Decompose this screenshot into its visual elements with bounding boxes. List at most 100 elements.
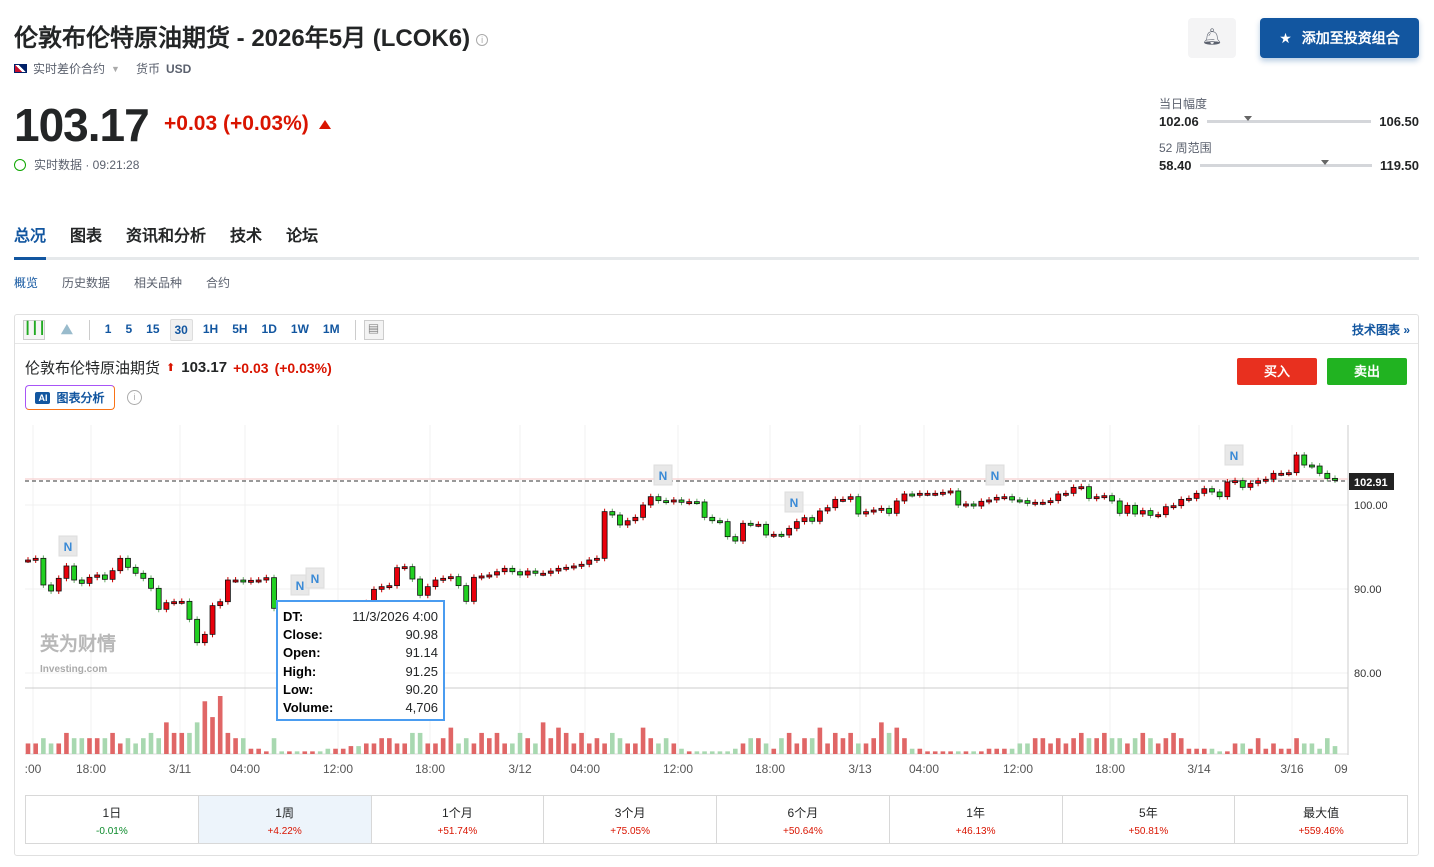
candle [1001, 496, 1008, 500]
candle [263, 577, 270, 581]
candlestick-chart-icon[interactable]: ┃┃┃ [23, 319, 46, 340]
interval-1D[interactable]: 1D [261, 321, 277, 336]
volume-bar [610, 732, 615, 754]
volume-bar [579, 732, 584, 754]
tab-overview[interactable]: 总况 [14, 228, 47, 245]
period-label: 1年 [966, 806, 985, 820]
volume-bar [256, 748, 261, 754]
interval-1W[interactable]: 1W [290, 321, 309, 336]
add-to-portfolio-button[interactable]: ★ 添加至投资组合 [1260, 18, 1419, 58]
volume-bar [71, 738, 77, 754]
interval-5[interactable]: 5 [125, 321, 133, 336]
info-icon[interactable]: i [476, 33, 489, 46]
candle [693, 501, 700, 505]
area-chart-icon[interactable]: ⛰︎ [61, 321, 73, 337]
period-label: 1日 [102, 806, 122, 820]
layout-icon[interactable]: ▤ [363, 319, 384, 340]
tab-forum[interactable]: 论坛 [286, 228, 319, 245]
candle [747, 522, 754, 526]
volume-bar [125, 738, 131, 754]
candle [32, 557, 39, 561]
period-0[interactable]: 1日 -0.01% [26, 796, 199, 843]
volume-bar [394, 743, 400, 754]
volume-bar [886, 732, 892, 754]
candle [709, 516, 716, 522]
interval-1M[interactable]: 1M [322, 321, 340, 336]
period-label: 5年 [1139, 806, 1158, 820]
volume-bar [1217, 751, 1222, 754]
volume-bar [955, 751, 961, 754]
candle [563, 566, 570, 570]
volume-bar [1155, 743, 1161, 754]
volume-bar [371, 743, 377, 754]
candle [201, 633, 208, 644]
candle [701, 501, 708, 518]
candle [78, 579, 85, 584]
period-4[interactable]: 6个月 +50.64% [717, 796, 890, 843]
candle [770, 533, 777, 537]
tt-volume-label: Volume: [283, 700, 334, 716]
period-6[interactable]: 5年 +50.81% [1063, 796, 1236, 843]
info-icon[interactable]: i [127, 390, 142, 405]
volume-bar [1301, 743, 1307, 754]
period-2[interactable]: 1个月 +51.74% [372, 796, 545, 843]
volume-bar [594, 738, 600, 754]
interval-1[interactable]: 1 [104, 321, 112, 336]
interval-1H[interactable]: 1H [202, 321, 219, 336]
volume-bar [1263, 748, 1269, 754]
period-3[interactable]: 3个月 +75.05% [544, 796, 717, 843]
ai-chart-analysis-button[interactable]: AI 图表分析 [25, 385, 115, 410]
subtab-contracts[interactable]: 合约 [206, 276, 231, 290]
candle [978, 500, 985, 507]
tab-news[interactable]: 资讯和分析 [126, 228, 207, 245]
volume-bar [471, 743, 477, 754]
period-7[interactable]: 最大值 +559.46% [1235, 796, 1407, 843]
period-value: +4.22% [267, 826, 302, 837]
volume-bar [133, 743, 138, 754]
buy-button[interactable]: 买入 [1237, 358, 1317, 385]
volume-bar [1040, 738, 1046, 754]
tab-chart[interactable]: 图表 [70, 228, 103, 245]
volume-bar [510, 743, 515, 754]
candle [1086, 486, 1092, 499]
technical-chart-link[interactable]: 技术图表 » [1351, 323, 1410, 337]
candle [840, 498, 846, 502]
candle [1193, 492, 1200, 499]
volume-bar [832, 732, 838, 754]
tab-technical[interactable]: 技术 [230, 228, 263, 245]
volume-bar [540, 722, 546, 754]
subtab-overview[interactable]: 概览 [14, 276, 39, 290]
candle [793, 521, 800, 529]
interval-5H[interactable]: 5H [232, 321, 248, 336]
interval-15[interactable]: 15 [146, 321, 160, 336]
day-range-bar [1206, 116, 1372, 123]
caret-down-icon[interactable]: ▼ [111, 63, 120, 74]
candle [855, 496, 862, 515]
volume-bar [171, 732, 177, 754]
candle [601, 511, 608, 559]
sell-button[interactable]: 卖出 [1327, 358, 1407, 385]
volume-bar [1194, 748, 1199, 754]
price-chart[interactable]: 英为财情 Investing.com 100.00 90.00 80.00:00 18:0… [0, 0, 1434, 790]
volume-bar [979, 751, 984, 754]
volume-bar [425, 743, 431, 754]
candle [786, 527, 793, 536]
chart-change: +0.03 [233, 359, 269, 376]
news-marker [653, 464, 673, 486]
volume-bar [617, 738, 623, 754]
candle [1324, 472, 1331, 479]
contract-type-dropdown[interactable]: 实时差价合约 [33, 62, 106, 76]
volume-bar [625, 743, 630, 754]
volume-bar [1132, 738, 1138, 754]
candle [1147, 510, 1154, 516]
subtab-history[interactable]: 历史数据 [62, 276, 111, 290]
volume-bar [694, 751, 700, 754]
alert-bell-button[interactable]: 🔔︎ [1188, 18, 1236, 58]
volume-bar [602, 743, 607, 754]
interval-30[interactable]: 30 [169, 318, 193, 341]
candle [447, 576, 454, 580]
period-1[interactable]: 1周 +4.22% [198, 796, 372, 843]
period-5[interactable]: 1年 +46.13% [890, 796, 1063, 843]
candle [417, 578, 424, 596]
subtab-related[interactable]: 相关品种 [134, 276, 183, 290]
